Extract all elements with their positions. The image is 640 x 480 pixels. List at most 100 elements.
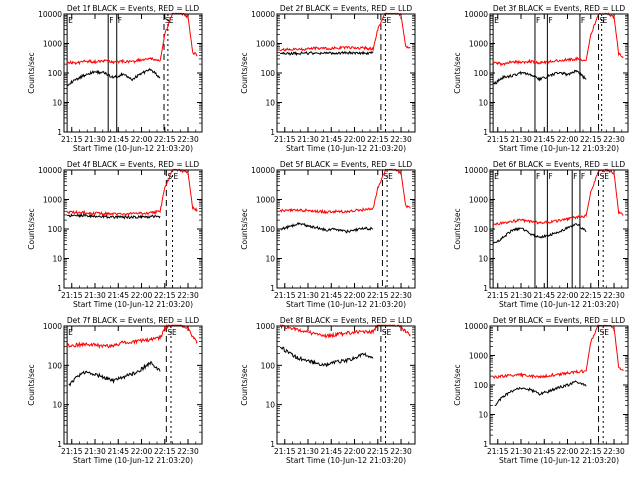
marker-label: E	[494, 172, 499, 181]
y-tick-label: 1000	[256, 322, 275, 331]
x-tick-label: 21:45	[533, 291, 555, 300]
x-tick-label: 21:45	[107, 291, 129, 300]
marker-label: S	[600, 328, 605, 337]
y-tick-label: 10	[478, 255, 488, 264]
series-events-line	[66, 212, 161, 220]
y-axis-label: Counts/sec	[240, 364, 249, 405]
x-axis-label: Start Time (10-Jun-12 21:03:20)	[286, 300, 406, 309]
marker-label: E	[68, 16, 73, 25]
x-tick-label: 21:30	[510, 447, 532, 456]
marker-label: E	[388, 172, 393, 181]
series-lld-line	[66, 323, 198, 350]
series-events-line	[279, 50, 374, 56]
marker-label: E	[169, 16, 174, 25]
x-tick-label: 22:30	[390, 291, 412, 300]
x-axis-label: Start Time (10-Jun-12 21:03:20)	[73, 456, 193, 465]
y-tick-label: 10000	[464, 166, 488, 175]
x-tick-label: 22:15	[367, 447, 389, 456]
x-tick-label: 22:15	[580, 135, 602, 144]
panel-title: Det 1f BLACK = Events, RED = LLD	[67, 4, 200, 13]
x-tick-label: 22:00	[557, 291, 579, 300]
x-tick-label: 21:45	[320, 447, 342, 456]
x-axis-label: Start Time (10-Jun-12 21:03:20)	[286, 456, 406, 465]
x-tick-label: 22:00	[131, 447, 153, 456]
y-tick-label: 1000	[43, 196, 62, 205]
plot-frame	[489, 13, 629, 133]
x-tick-label: 21:30	[510, 291, 532, 300]
y-tick-label: 100	[261, 361, 276, 370]
marker-label: F	[573, 172, 577, 181]
plot-frame	[276, 13, 416, 133]
x-tick-label: 21:15	[274, 447, 296, 456]
x-tick-label: 22:15	[154, 447, 176, 456]
y-axis-label: Counts/sec	[27, 208, 36, 249]
marker-label: F	[536, 16, 540, 25]
x-tick-label: 21:15	[487, 447, 509, 456]
series-lld-line	[279, 168, 411, 215]
x-tick-label: 22:00	[344, 135, 366, 144]
y-axis-label: Counts/sec	[453, 208, 462, 249]
x-tick-label: 22:15	[580, 291, 602, 300]
x-tick-label: 21:30	[297, 135, 319, 144]
marker-label: E	[604, 328, 609, 337]
y-tick-label: 100	[474, 381, 489, 390]
x-tick-label: 21:15	[487, 135, 509, 144]
x-tick-label: 21:15	[61, 447, 83, 456]
series-lld-line	[279, 324, 411, 339]
x-tick-label: 21:30	[297, 447, 319, 456]
y-tick-label: 10	[265, 99, 275, 108]
marker-label: E	[604, 172, 609, 181]
marker-label: F	[118, 16, 122, 25]
x-tick-label: 22:00	[344, 291, 366, 300]
x-tick-label: 22:30	[177, 447, 199, 456]
x-axis-label: Start Time (10-Jun-12 21:03:20)	[499, 144, 619, 153]
series-events-line	[492, 223, 587, 244]
panel-title: Det 8f BLACK = Events, RED = LLD	[280, 316, 413, 325]
x-tick-label: 22:30	[390, 447, 412, 456]
y-tick-label: 1	[270, 284, 275, 293]
y-tick-label: 10000	[251, 10, 275, 19]
panel-title: Det 5f BLACK = Events, RED = LLD	[280, 160, 413, 169]
x-axis-label: Start Time (10-Jun-12 21:03:20)	[286, 144, 406, 153]
y-tick-label: 100	[474, 225, 489, 234]
panel-title: Det 9f BLACK = Events, RED = LLD	[493, 316, 626, 325]
y-tick-label: 1000	[43, 40, 62, 49]
y-tick-label: 1000	[469, 196, 488, 205]
x-tick-label: 21:30	[84, 447, 106, 456]
y-tick-label: 1	[270, 440, 275, 449]
marker-label: E	[603, 16, 608, 25]
panel-det-1: Det 1f BLACK = Events, RED = LLD Counts/s…	[27, 4, 203, 153]
y-tick-label: 1	[270, 128, 275, 137]
y-tick-label: 10000	[464, 322, 488, 331]
marker-label: F	[581, 172, 585, 181]
marker-label: E	[174, 172, 179, 181]
plot-frame	[276, 325, 416, 445]
marker-label: S	[167, 328, 172, 337]
x-tick-label: 22:15	[367, 135, 389, 144]
x-tick-label: 21:30	[84, 291, 106, 300]
y-tick-label: 10000	[38, 166, 62, 175]
x-axis-label: Start Time (10-Jun-12 21:03:20)	[73, 300, 193, 309]
x-tick-label: 21:45	[533, 447, 555, 456]
panel-det-9: Det 9f BLACK = Events, RED = LLD Counts/s…	[453, 316, 629, 465]
y-tick-label: 1000	[469, 352, 488, 361]
panel-title: Det 7f BLACK = Events, RED = LLD	[67, 316, 200, 325]
y-tick-label: 1	[57, 128, 62, 137]
series-lld-line	[279, 12, 411, 52]
series-lld-line	[66, 12, 198, 66]
plot-frame	[63, 13, 203, 133]
y-tick-label: 100	[261, 69, 276, 78]
x-tick-label: 22:30	[177, 135, 199, 144]
y-tick-label: 10	[265, 401, 275, 410]
panel-det-4: Det 4f BLACK = Events, RED = LLD Counts/s…	[27, 160, 203, 309]
x-tick-label: 22:00	[557, 135, 579, 144]
marker-label: E	[387, 16, 392, 25]
panel-title: Det 6f BLACK = Events, RED = LLD	[493, 160, 626, 169]
x-tick-label: 22:30	[177, 291, 199, 300]
marker-label: E	[494, 16, 499, 25]
y-axis-label: Counts/sec	[453, 52, 462, 93]
series-events-line	[492, 69, 587, 85]
x-tick-label: 22:00	[131, 135, 153, 144]
y-tick-label: 10	[478, 411, 488, 420]
x-tick-label: 21:30	[84, 135, 106, 144]
